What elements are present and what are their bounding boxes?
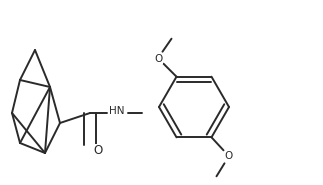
Text: O: O [154, 54, 162, 64]
Text: O: O [93, 144, 103, 157]
Text: O: O [224, 151, 233, 161]
Text: HN: HN [109, 106, 125, 116]
